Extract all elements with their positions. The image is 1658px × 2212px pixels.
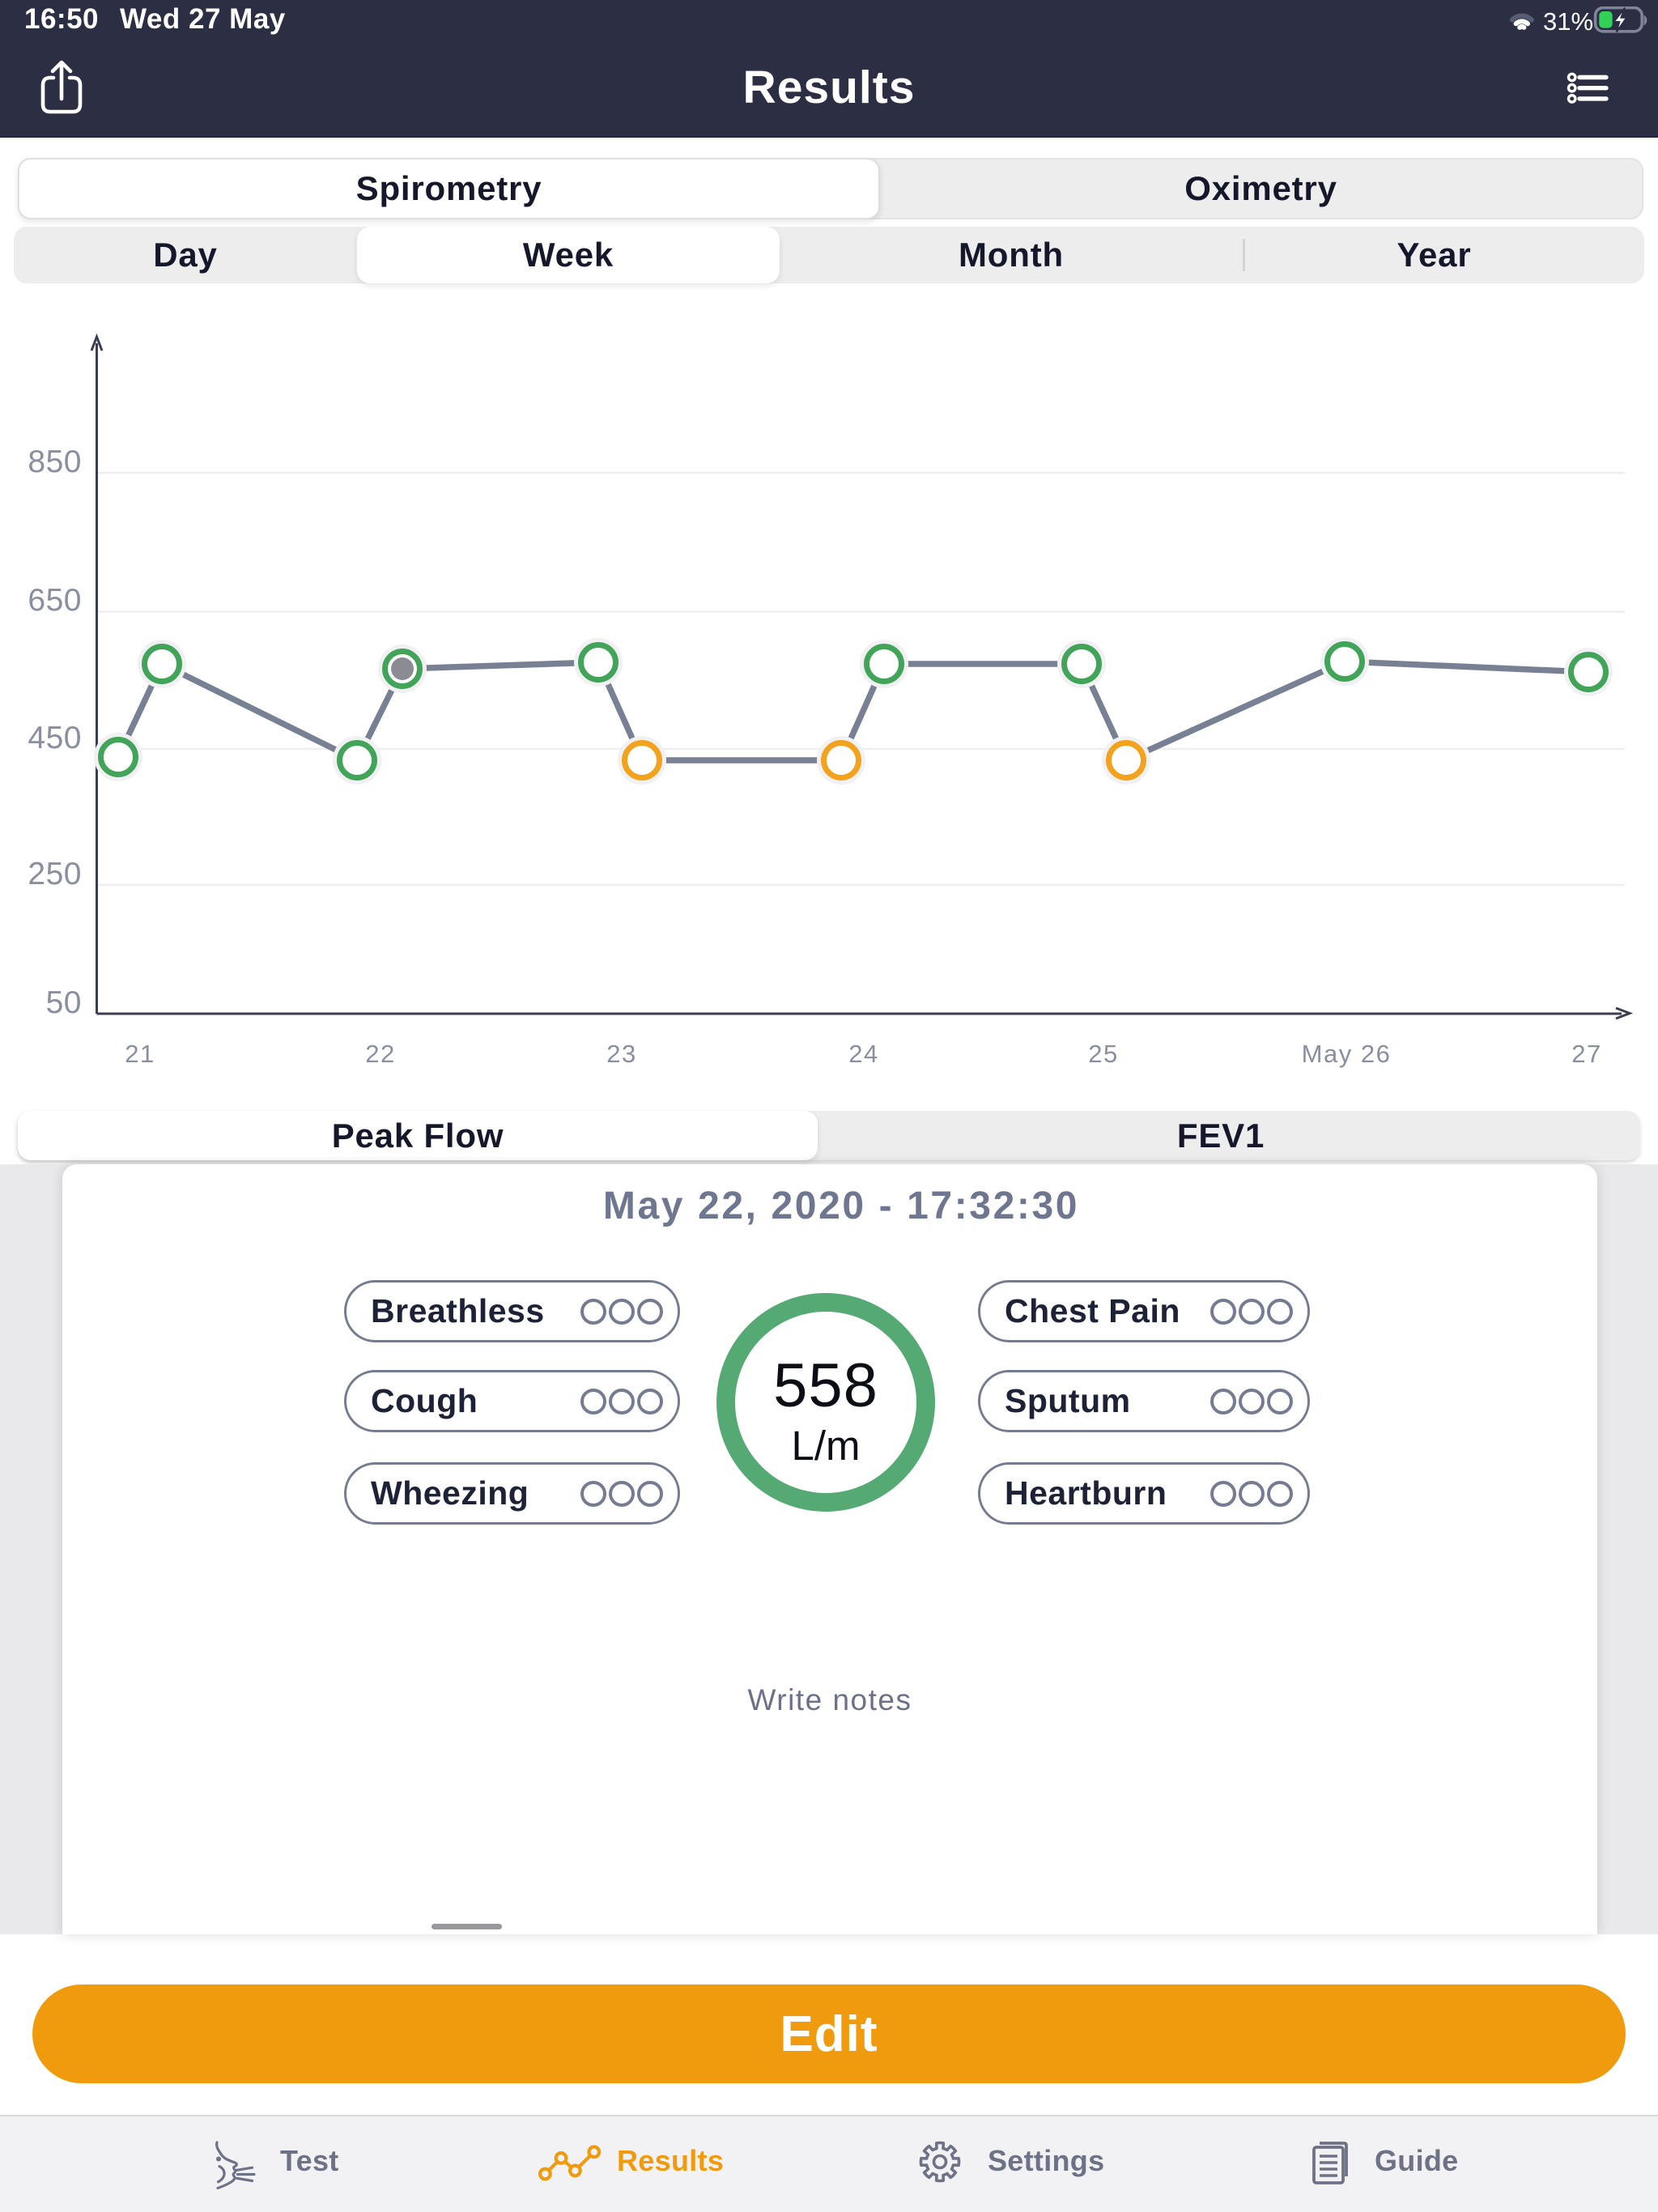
svg-text:25: 25 [1088,1040,1118,1068]
svg-text:May 26: May 26 [1302,1040,1392,1068]
svg-text:23: 23 [606,1040,636,1068]
svg-text:450: 450 [28,721,82,755]
svg-text:24: 24 [848,1040,878,1068]
svg-text:22: 22 [365,1040,395,1068]
svg-text:50: 50 [46,985,82,1020]
svg-text:650: 650 [28,583,82,618]
svg-text:27: 27 [1571,1040,1601,1068]
svg-text:250: 250 [28,857,82,891]
svg-text:21: 21 [125,1040,155,1068]
svg-text:850: 850 [28,445,82,479]
